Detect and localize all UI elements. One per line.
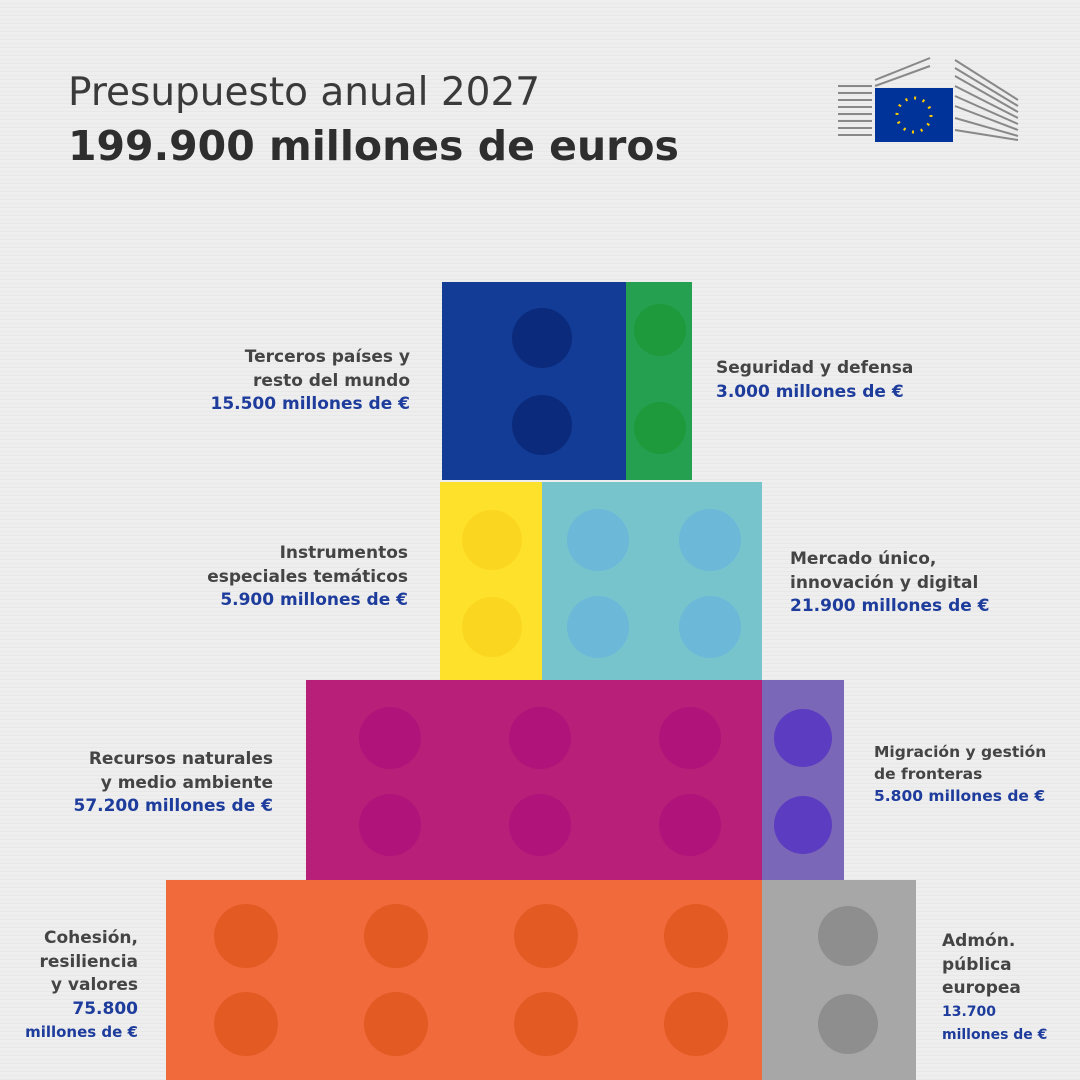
subtitle: 199.900 millones de euros [68, 122, 679, 170]
category-label: especiales temáticos [207, 566, 408, 587]
category-label: europea [942, 978, 1021, 998]
amount: 15.500 millones de € [210, 394, 410, 414]
category-label: resto del mundo [253, 370, 410, 391]
category-label: Terceros países y [244, 347, 410, 367]
label: Terceros países y resto del mundo 15.500 m… [210, 346, 410, 417]
amount: 5.900 millones de € [220, 590, 408, 610]
category-label: de fronteras [874, 765, 983, 783]
category-label: y medio ambiente [100, 772, 273, 793]
label: Admón. pública europea 13.700 millones de € [942, 930, 1047, 1048]
amount: 5.800 millones de € [874, 787, 1046, 805]
amount: millones de € [25, 1023, 138, 1041]
category-label: Instrumentos [279, 543, 408, 563]
category-label: Migración y gestión [874, 743, 1047, 761]
category-label: Cohesión, [44, 928, 138, 948]
amount: millones de € [942, 1027, 1048, 1043]
category-label: pública [942, 954, 1012, 975]
label: Cohesión, resiliencia y valores 75.800 millo… [25, 927, 138, 1045]
category-label: innovación y digital [790, 572, 979, 593]
label: Seguridad y defensa 3.000 millones de € [716, 357, 913, 404]
amount: 75.800 [72, 998, 138, 1019]
category-label: Recursos naturales [88, 749, 273, 769]
eu-logo [838, 57, 1019, 142]
amount: 21.900 millones de € [790, 596, 990, 616]
title: Presupuesto anual 2027 [68, 70, 541, 115]
category-label: resiliencia [39, 951, 138, 972]
label: Mercado único, innovación y digital 21.900… [790, 548, 990, 619]
label: Instrumentos especiales temáticos 5.900 mi… [207, 542, 408, 613]
category-label: Mercado único, [790, 549, 937, 569]
category-label: y valores [50, 975, 138, 995]
label: Migración y gestión de fronteras 5.800 mil… [874, 741, 1046, 807]
amount: 3.000 millones de € [716, 381, 904, 402]
category-label: Admón. [942, 931, 1016, 951]
amount: 57.200 millones de € [73, 796, 273, 816]
category-label: Seguridad y defensa [716, 358, 914, 378]
label: Recursos naturales y medio ambiente 57.200… [73, 748, 273, 819]
amount: 13.700 [942, 1003, 997, 1020]
